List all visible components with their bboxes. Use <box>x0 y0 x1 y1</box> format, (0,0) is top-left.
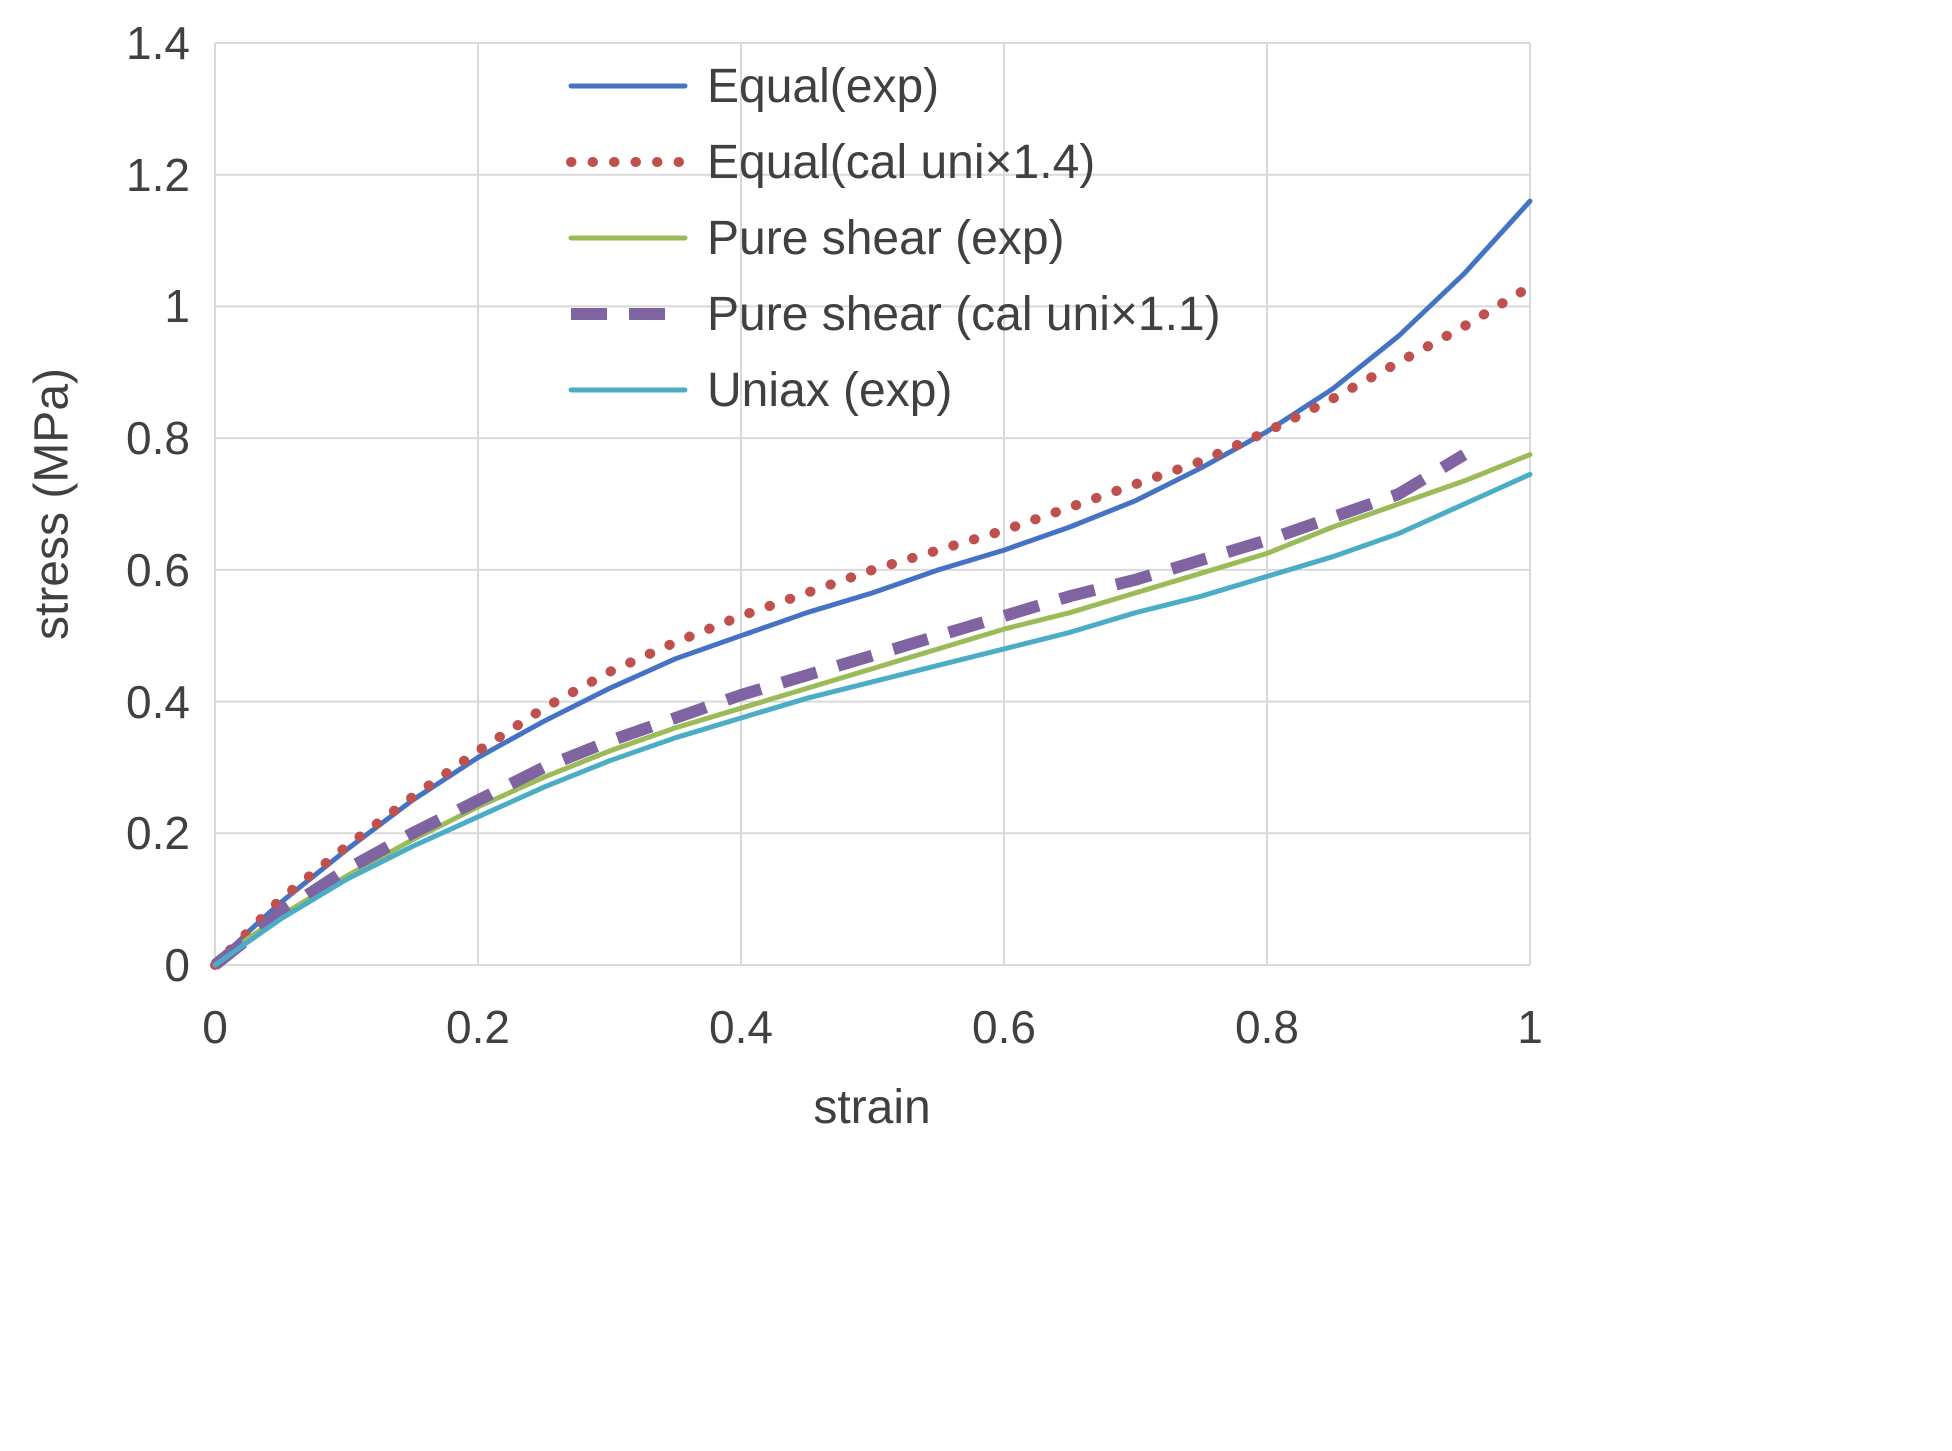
legend-label-equal-exp: Equal(exp) <box>707 59 940 113</box>
legend-label-uniax-exp: Uniax (exp) <box>707 363 953 417</box>
legend-entry-equal-exp: Equal(exp) <box>565 48 1221 124</box>
legend-entry-equal-cal: Equal(cal uni×1.4) <box>565 124 1221 200</box>
legend-entry-uniax-exp: Uniax (exp) <box>565 352 1221 428</box>
series-curve-equal-cal-uni-1-4 <box>210 281 1535 970</box>
x-tick-label-0.6: 0.6 <box>972 1001 1036 1053</box>
series-curve-pure-shear-cal-uni-1-1 <box>211 449 1468 970</box>
legend-marker-pure-shear-cal-dashed-line <box>571 308 685 320</box>
legend: Equal(exp) Equal(cal uni×1.4) Pure shear… <box>565 48 1221 428</box>
y-axis-title: stress (MPa) <box>25 367 79 641</box>
x-tick-label-1: 1 <box>1517 1001 1543 1053</box>
y-tick-label-0: 0 <box>164 939 190 991</box>
y-tick-label-0.2: 0.2 <box>126 807 190 860</box>
x-tick-label-0.8: 0.8 <box>1235 1001 1299 1053</box>
y-tick-label-0.4: 0.4 <box>126 675 190 728</box>
x-tick-label-0.2: 0.2 <box>446 1001 510 1053</box>
y-tick-label-0.6: 0.6 <box>126 543 190 596</box>
legend-marker-equal-exp-line <box>568 83 688 89</box>
legend-entry-pure-shear-exp: Pure shear (exp) <box>565 200 1221 276</box>
legend-marker-uniax-exp-line <box>568 387 688 393</box>
legend-marker-pure-shear-exp-line <box>568 235 688 241</box>
x-tick-label-0: 0 <box>202 1001 228 1053</box>
legend-label-pure-shear-cal: Pure shear (cal uni×1.1) <box>707 287 1221 341</box>
y-tick-label-0.8: 0.8 <box>126 412 190 465</box>
y-tick-label-1.4: 1.4 <box>126 17 190 69</box>
x-axis-title: strain <box>813 1081 931 1134</box>
legend-label-pure-shear-exp: Pure shear (exp) <box>707 211 1065 265</box>
y-tick-label-1: 1 <box>164 280 190 333</box>
series-curve-uniax-exp <box>212 471 1533 968</box>
legend-entry-pure-shear-cal: Pure shear (cal uni×1.1) <box>565 276 1221 352</box>
x-tick-label-0.4: 0.4 <box>709 1001 773 1053</box>
legend-label-equal-cal: Equal(cal uni×1.4) <box>707 135 1096 189</box>
legend-marker-equal-cal-dotted-line <box>566 157 690 167</box>
y-tick-label-1.2: 1.2 <box>126 148 190 201</box>
series-curve-pure-shear-exp <box>212 452 1533 968</box>
